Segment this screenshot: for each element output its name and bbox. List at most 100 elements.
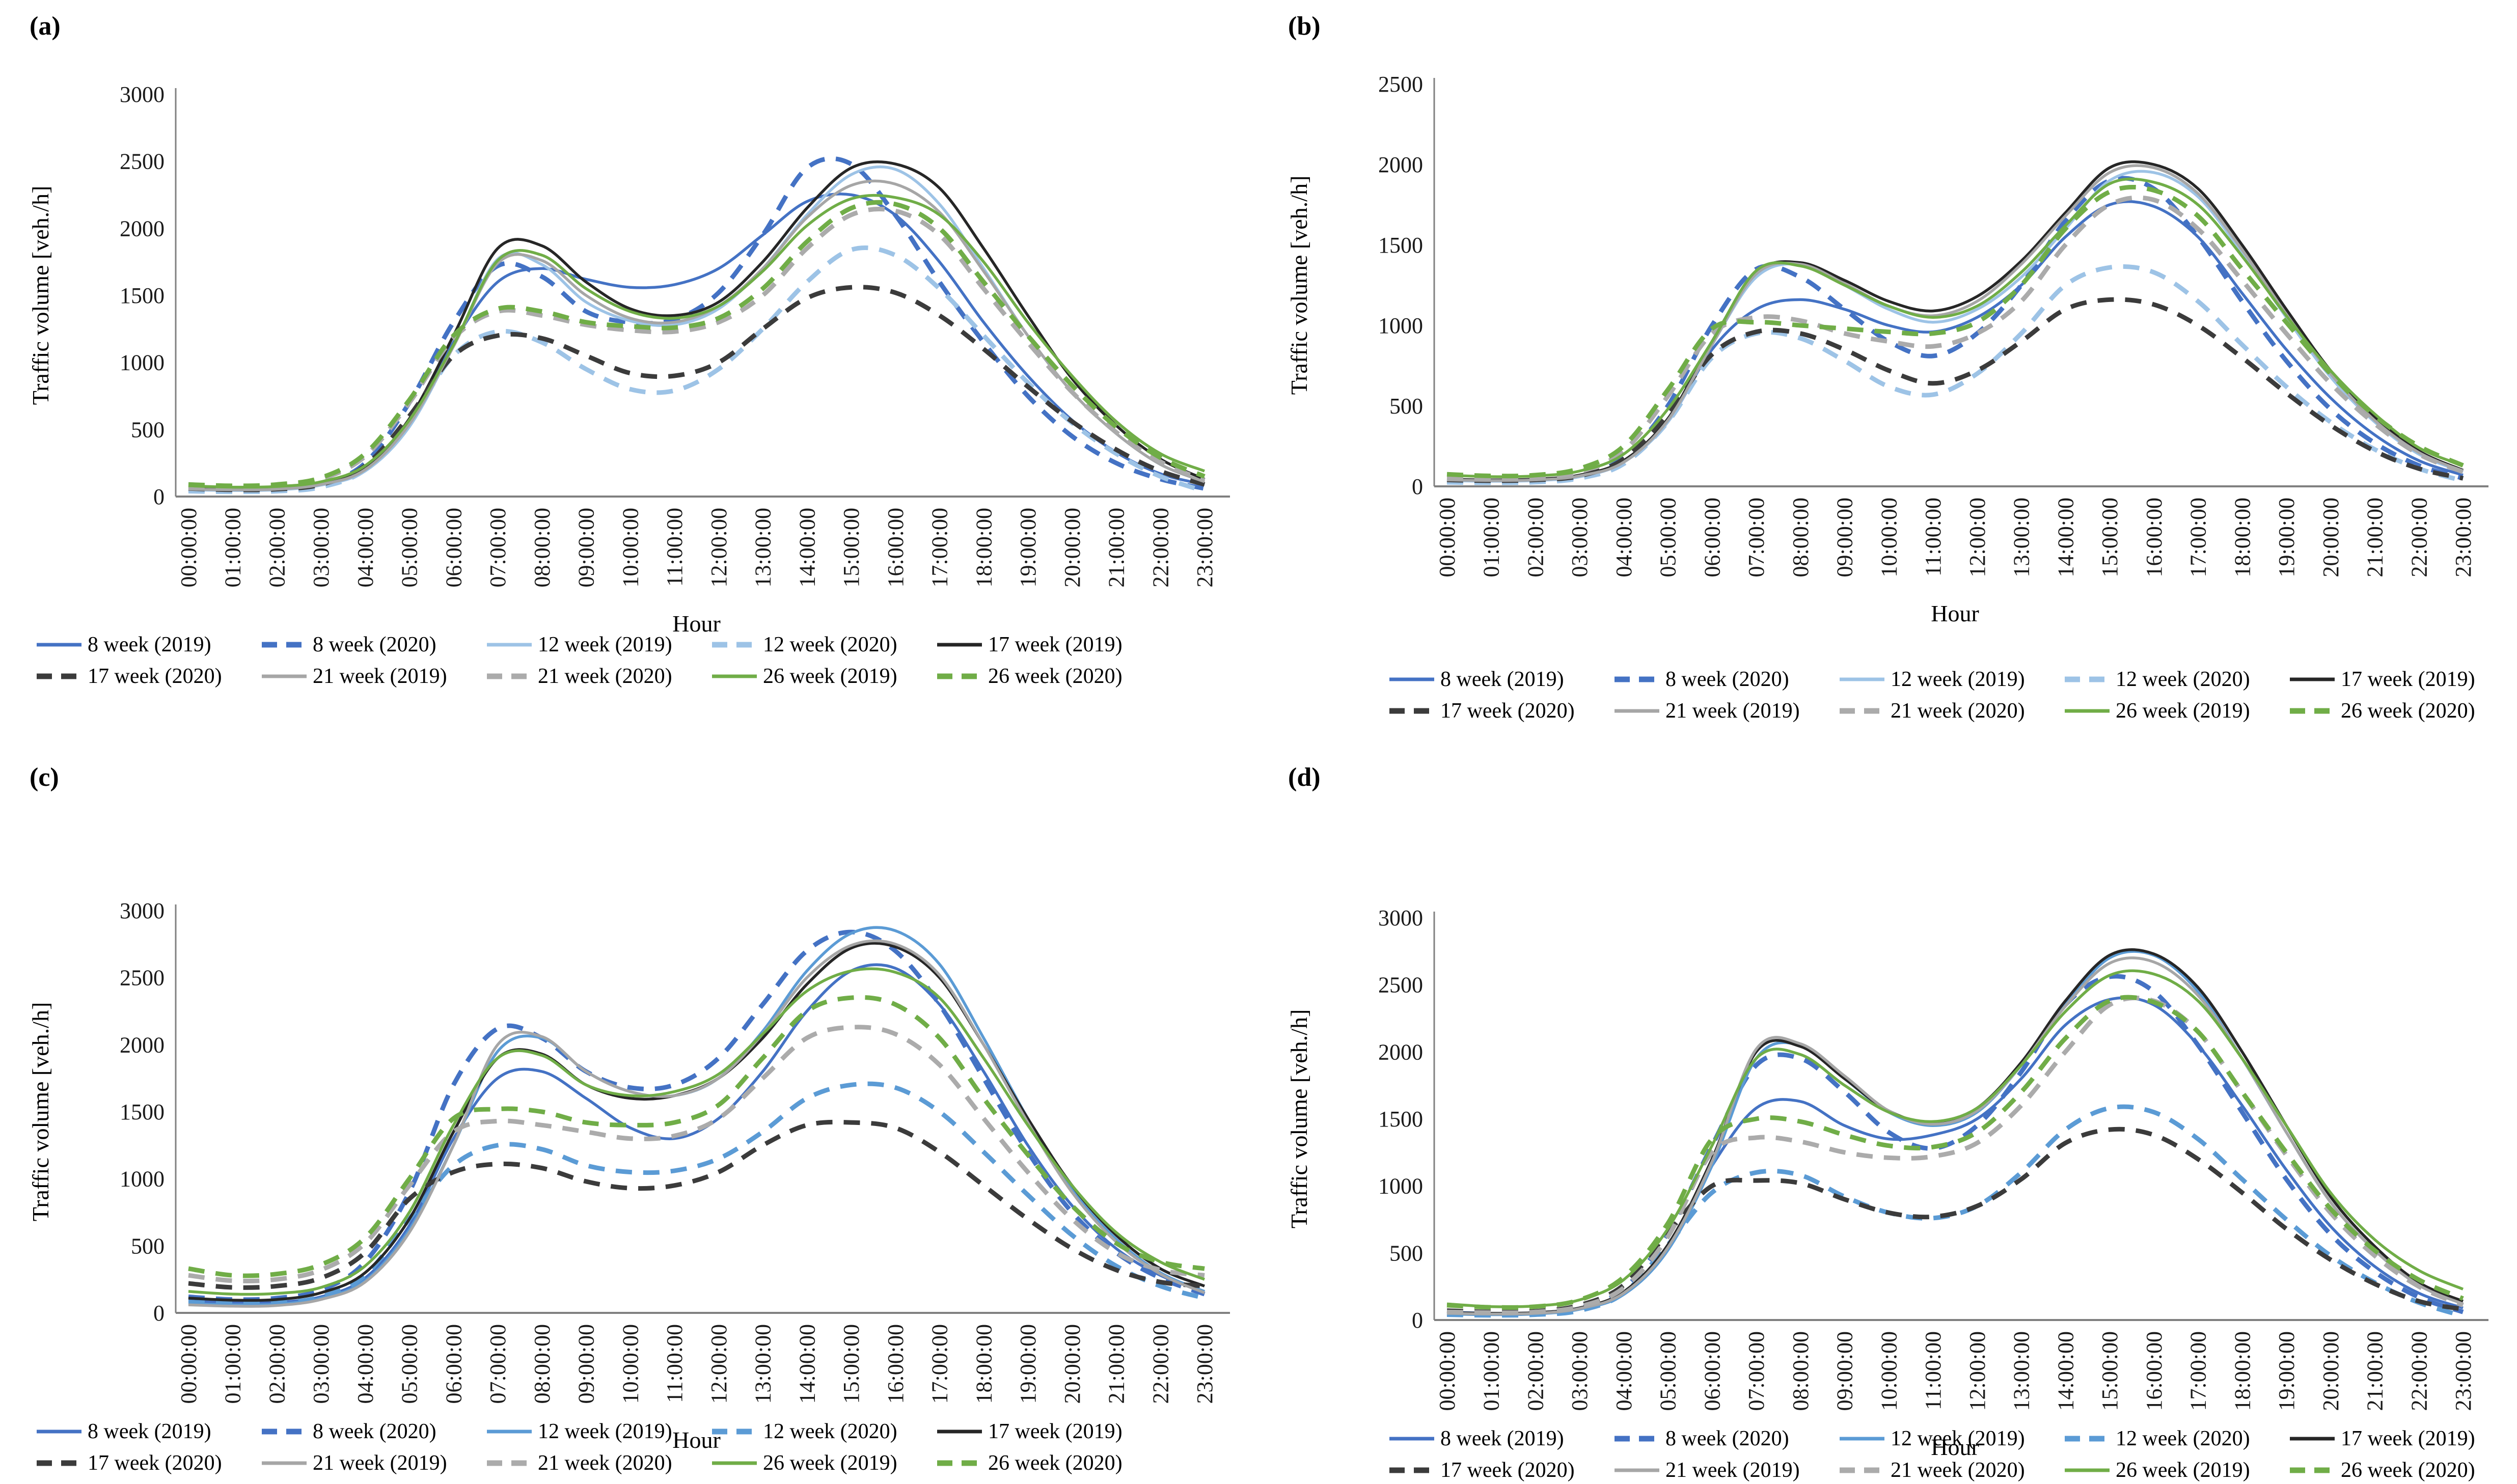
- x-tick-label: 20:00:00: [1060, 1324, 1085, 1404]
- legend-label: 21 week (2020): [1891, 1459, 2025, 1482]
- x-tick-label: 00:00:00: [176, 1324, 201, 1404]
- legend-item: 17 week (2020): [36, 664, 261, 689]
- legend-solid-line-icon: [2290, 1437, 2335, 1441]
- x-tick-label: 00:00:00: [1435, 1331, 1460, 1411]
- legend-dashed-line-icon: [1615, 1436, 1659, 1442]
- x-tick-label: 12:00:00: [706, 1324, 731, 1404]
- x-tick-label: 17:00:00: [927, 1324, 952, 1404]
- legend-solid-line-icon: [937, 643, 982, 647]
- x-tick-label: 09:00:00: [574, 1324, 599, 1404]
- x-tick-label: 18:00:00: [971, 508, 996, 587]
- legend-solid-line-icon: [2290, 677, 2335, 681]
- x-tick-label: 03:00:00: [1567, 498, 1592, 577]
- x-tick-label: 15:00:00: [839, 1324, 864, 1404]
- legend-label: 17 week (2019): [2341, 1427, 2475, 1450]
- x-tick-label: 16:00:00: [883, 1324, 908, 1404]
- series-line-17-week-2020-: [1446, 1126, 2464, 1314]
- x-tick-label: 08:00:00: [1788, 498, 1813, 577]
- x-tick-label: 04:00:00: [353, 1324, 378, 1404]
- panel-b: (b) Traffic volume [veh./h] 0 500 1000 1500 2…: [1258, 0, 2517, 742]
- y-tick-label: 2000: [1378, 152, 1423, 177]
- x-tick-label: 16:00:00: [2142, 498, 2167, 577]
- x-axis-title: Hour: [1931, 1434, 1979, 1460]
- legend-item: 17 week (2020): [1388, 699, 1613, 723]
- x-tick-label: 23:00:00: [1192, 508, 1217, 587]
- x-tick-label: 04:00:00: [1611, 1331, 1636, 1411]
- series-line-12-week-2020-: [1446, 264, 2464, 485]
- legend-dashed-line-icon: [937, 673, 982, 679]
- legend-label: 21 week (2020): [538, 665, 672, 688]
- legend-item: 21 week (2020): [486, 1451, 711, 1475]
- series-line-17-week-2020-: [1446, 297, 2464, 483]
- x-tick-label: 02:00:00: [264, 508, 289, 587]
- legend-dashed-line-icon: [2065, 676, 2110, 682]
- legend-solid-line-icon: [1840, 677, 1884, 681]
- legend-label: 8 week (2019): [88, 1420, 211, 1443]
- x-tick-label: 11:00:00: [1921, 498, 1946, 576]
- legend-label: 21 week (2019): [1665, 699, 1800, 723]
- legend-label: 12 week (2020): [2116, 1427, 2250, 1450]
- x-tick-label: 22:00:00: [2406, 1331, 2431, 1411]
- y-tick-label: 3000: [1378, 905, 1423, 930]
- x-tick-label: 14:00:00: [795, 508, 819, 587]
- legend-item: 17 week (2019): [2289, 1426, 2514, 1451]
- legend-item: 26 week (2020): [936, 664, 1161, 689]
- legend-label: 17 week (2020): [1440, 699, 1575, 723]
- legend-label: 17 week (2020): [88, 665, 222, 688]
- legend-item: 8 week (2020): [261, 633, 486, 657]
- legend-label: 21 week (2020): [538, 1451, 672, 1475]
- legend-item: 8 week (2020): [1613, 1426, 1839, 1451]
- x-tick-label: 07:00:00: [485, 508, 510, 587]
- x-tick-label: 01:00:00: [221, 508, 245, 587]
- x-tick-label: 04:00:00: [353, 508, 378, 587]
- legend-item: 12 week (2019): [1839, 1426, 2064, 1451]
- y-axis-title: Traffic volume [veh./h]: [1286, 176, 1312, 395]
- legend-solid-line-icon: [1389, 1437, 1434, 1441]
- legend-item: 12 week (2020): [711, 1419, 936, 1444]
- legend-item: 12 week (2019): [1839, 667, 2064, 692]
- x-tick-label: 01:00:00: [1479, 498, 1504, 577]
- chart-d: Traffic volume [veh./h] 0 500 1000 1500 2000 2…: [1258, 895, 2517, 1468]
- series-line-8-week-2019-: [188, 193, 1205, 491]
- x-tick-label: 11:00:00: [662, 1324, 687, 1403]
- x-tick-label: 12:00:00: [1965, 1331, 1990, 1411]
- legend-solid-line-icon: [37, 643, 81, 647]
- legend-label: 8 week (2019): [1440, 1427, 1564, 1450]
- legend-item: 8 week (2019): [36, 1419, 261, 1444]
- panel-label-b: (b): [1288, 12, 1321, 41]
- y-tick-label: 2000: [1378, 1039, 1423, 1064]
- series-line-26-week-2019-: [188, 967, 1206, 1296]
- x-tick-label: 17:00:00: [927, 508, 952, 587]
- legend-label: 26 week (2019): [2116, 699, 2250, 723]
- legend-row: 8 week (2019) 8 week (2020) 12 week (2019)…: [36, 1419, 1161, 1444]
- legend-dashed-line-icon: [1840, 1467, 1884, 1473]
- y-tick-label: 0: [153, 484, 165, 509]
- legend-solid-line-icon: [712, 674, 757, 678]
- legend-row: 17 week (2020) 21 week (2019) 21 week (202…: [36, 664, 1161, 689]
- legend-item: 17 week (2020): [36, 1451, 261, 1475]
- x-tick-label: 18:00:00: [2230, 498, 2255, 577]
- x-tick-label: 01:00:00: [1479, 1331, 1504, 1411]
- y-axis-title: Traffic volume [veh./h]: [28, 186, 53, 405]
- y-tick-label: 2000: [120, 1032, 165, 1057]
- x-axis-title: Hour: [1931, 600, 1979, 626]
- legend-label: 26 week (2020): [988, 1451, 1123, 1475]
- x-tick-label: 15:00:00: [2097, 498, 2122, 577]
- x-tick-label: 10:00:00: [1876, 498, 1901, 577]
- legend-label: 8 week (2020): [1665, 668, 1789, 691]
- x-tick-label: 03:00:00: [309, 508, 334, 587]
- y-tick-label: 1500: [120, 1100, 165, 1124]
- x-tick-label: 06:00:00: [441, 508, 466, 587]
- x-tick-label: 08:00:00: [530, 508, 555, 587]
- panel-c: (c) Traffic volume [veh./h] 0 500 1000 1500 2…: [0, 742, 1258, 1484]
- legend-c: 8 week (2019) 8 week (2020) 12 week (2019)…: [36, 1419, 1161, 1475]
- legend-label: 12 week (2020): [763, 633, 897, 656]
- y-axis-title: Traffic volume [veh./h]: [28, 1002, 53, 1222]
- x-tick-label: 19:00:00: [1016, 1324, 1041, 1404]
- series-line-21-week-2019-: [188, 939, 1206, 1308]
- series-line-26-week-2020-: [188, 200, 1206, 488]
- x-tick-label: 09:00:00: [1832, 498, 1857, 577]
- legend-item: 26 week (2019): [711, 1451, 936, 1475]
- legend-item: 8 week (2019): [36, 633, 261, 657]
- legend-item: 21 week (2019): [1613, 699, 1839, 723]
